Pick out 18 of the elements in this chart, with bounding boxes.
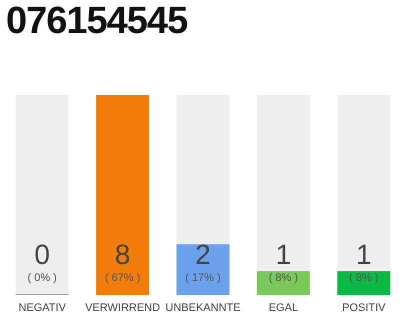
bar bbox=[256, 271, 310, 295]
data-label: ( 8% ) bbox=[268, 272, 298, 284]
annotation: 8 bbox=[114, 239, 130, 270]
annotation: 2 bbox=[195, 239, 211, 270]
bar bbox=[337, 271, 390, 295]
annotation: 1 bbox=[356, 239, 372, 270]
x-tick-label: VERWIRREND bbox=[85, 302, 160, 314]
annotation: 0 bbox=[34, 239, 50, 270]
chart-title: 076154545 bbox=[6, 0, 188, 43]
x-tick-label: POSITIV bbox=[342, 302, 386, 314]
data-label: ( 17% ) bbox=[185, 272, 221, 284]
data-label: ( 0% ) bbox=[27, 272, 57, 284]
x-tick-label: EGAL bbox=[268, 302, 298, 314]
annotation: 1 bbox=[276, 239, 292, 270]
data-label: ( 67% ) bbox=[104, 272, 140, 284]
x-tick-label: UNBEKANNTE bbox=[165, 302, 241, 314]
x-tick-label: NEGATIV bbox=[18, 302, 67, 314]
data-label: ( 8% ) bbox=[349, 272, 378, 284]
